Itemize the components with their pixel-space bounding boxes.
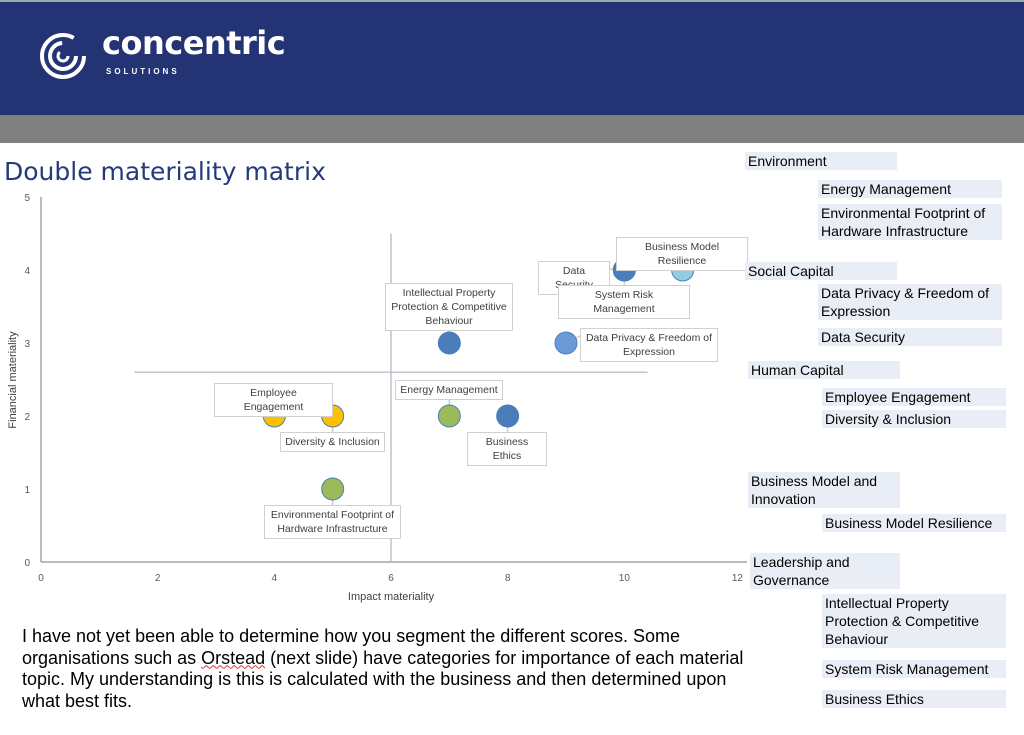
data-label: Employee Engagement [214, 383, 333, 417]
concentric-logo-icon [40, 33, 86, 79]
data-label: Business Ethics [467, 432, 547, 466]
panel-category: Business Model and Innovation [748, 472, 900, 508]
note-part: I have not yet been able to determine ho… [22, 626, 681, 668]
header-band [0, 115, 1024, 143]
panel-item: Business Ethics [822, 690, 1006, 708]
header-bar [0, 0, 1024, 115]
data-point [437, 404, 461, 428]
x-tick-label: 4 [272, 573, 278, 584]
x-tick-label: 2 [155, 573, 161, 584]
y-tick-label: 3 [24, 339, 30, 350]
x-tick-label: 10 [619, 573, 631, 584]
y-tick-label: 0 [24, 558, 30, 569]
data-point [321, 477, 345, 501]
data-point [554, 331, 578, 355]
x-tick-label: 8 [505, 573, 511, 584]
data-label: Data Privacy & Freedom of Expression [580, 328, 718, 362]
panel-item: Employee Engagement [822, 388, 1006, 406]
brand-tagline: SOLUTIONS [106, 67, 180, 76]
y-tick-label: 1 [24, 485, 30, 496]
panel-category: Human Capital [748, 361, 900, 379]
y-tick-label: 5 [24, 193, 30, 204]
y-tick-label: 4 [24, 266, 30, 277]
x-tick-label: 12 [732, 573, 744, 584]
data-label: Diversity & Inclusion [280, 432, 385, 452]
panel-item: Diversity & Inclusion [822, 410, 1006, 428]
data-label: Business Model Resilience [616, 237, 748, 271]
panel-item: System Risk Management [822, 660, 1006, 678]
panel-category: Social Capital [745, 262, 897, 280]
panel-item: Business Model Resilience [822, 514, 1006, 532]
data-label: System Risk Management [558, 285, 690, 319]
panel-item: Environmental Footprint of Hardware Infr… [818, 204, 1002, 240]
x-tick-label: 0 [38, 573, 44, 584]
page-title: Double materiality matrix [4, 157, 326, 186]
panel-item: Data Privacy & Freedom of Expression [818, 284, 1002, 320]
panel-item: Intellectual Property Protection & Compe… [822, 594, 1006, 648]
note-text: I have not yet been able to determine ho… [22, 626, 762, 712]
data-label: Environmental Footprint of Hardware Infr… [264, 505, 401, 539]
note-part: (next slide) have categories for importa… [22, 647, 744, 711]
panel-item: Data Security [818, 328, 1002, 346]
y-tick-label: 2 [24, 412, 30, 423]
panel-category: Environment [745, 152, 897, 170]
data-label: Intellectual Property Protection & Compe… [385, 283, 513, 331]
panel-item: Energy Management [818, 180, 1002, 198]
note-orstead: Orstead [201, 647, 266, 668]
brand-name: concentric [102, 24, 286, 62]
data-label: Energy Management [395, 380, 503, 400]
y-axis-title: Financial materiality [7, 331, 19, 429]
data-point [437, 331, 461, 355]
x-tick-label: 6 [388, 573, 394, 584]
data-point [496, 404, 520, 428]
x-axis-title: Impact materiality [348, 591, 435, 603]
panel-category: Leadership and Governance [750, 553, 900, 589]
